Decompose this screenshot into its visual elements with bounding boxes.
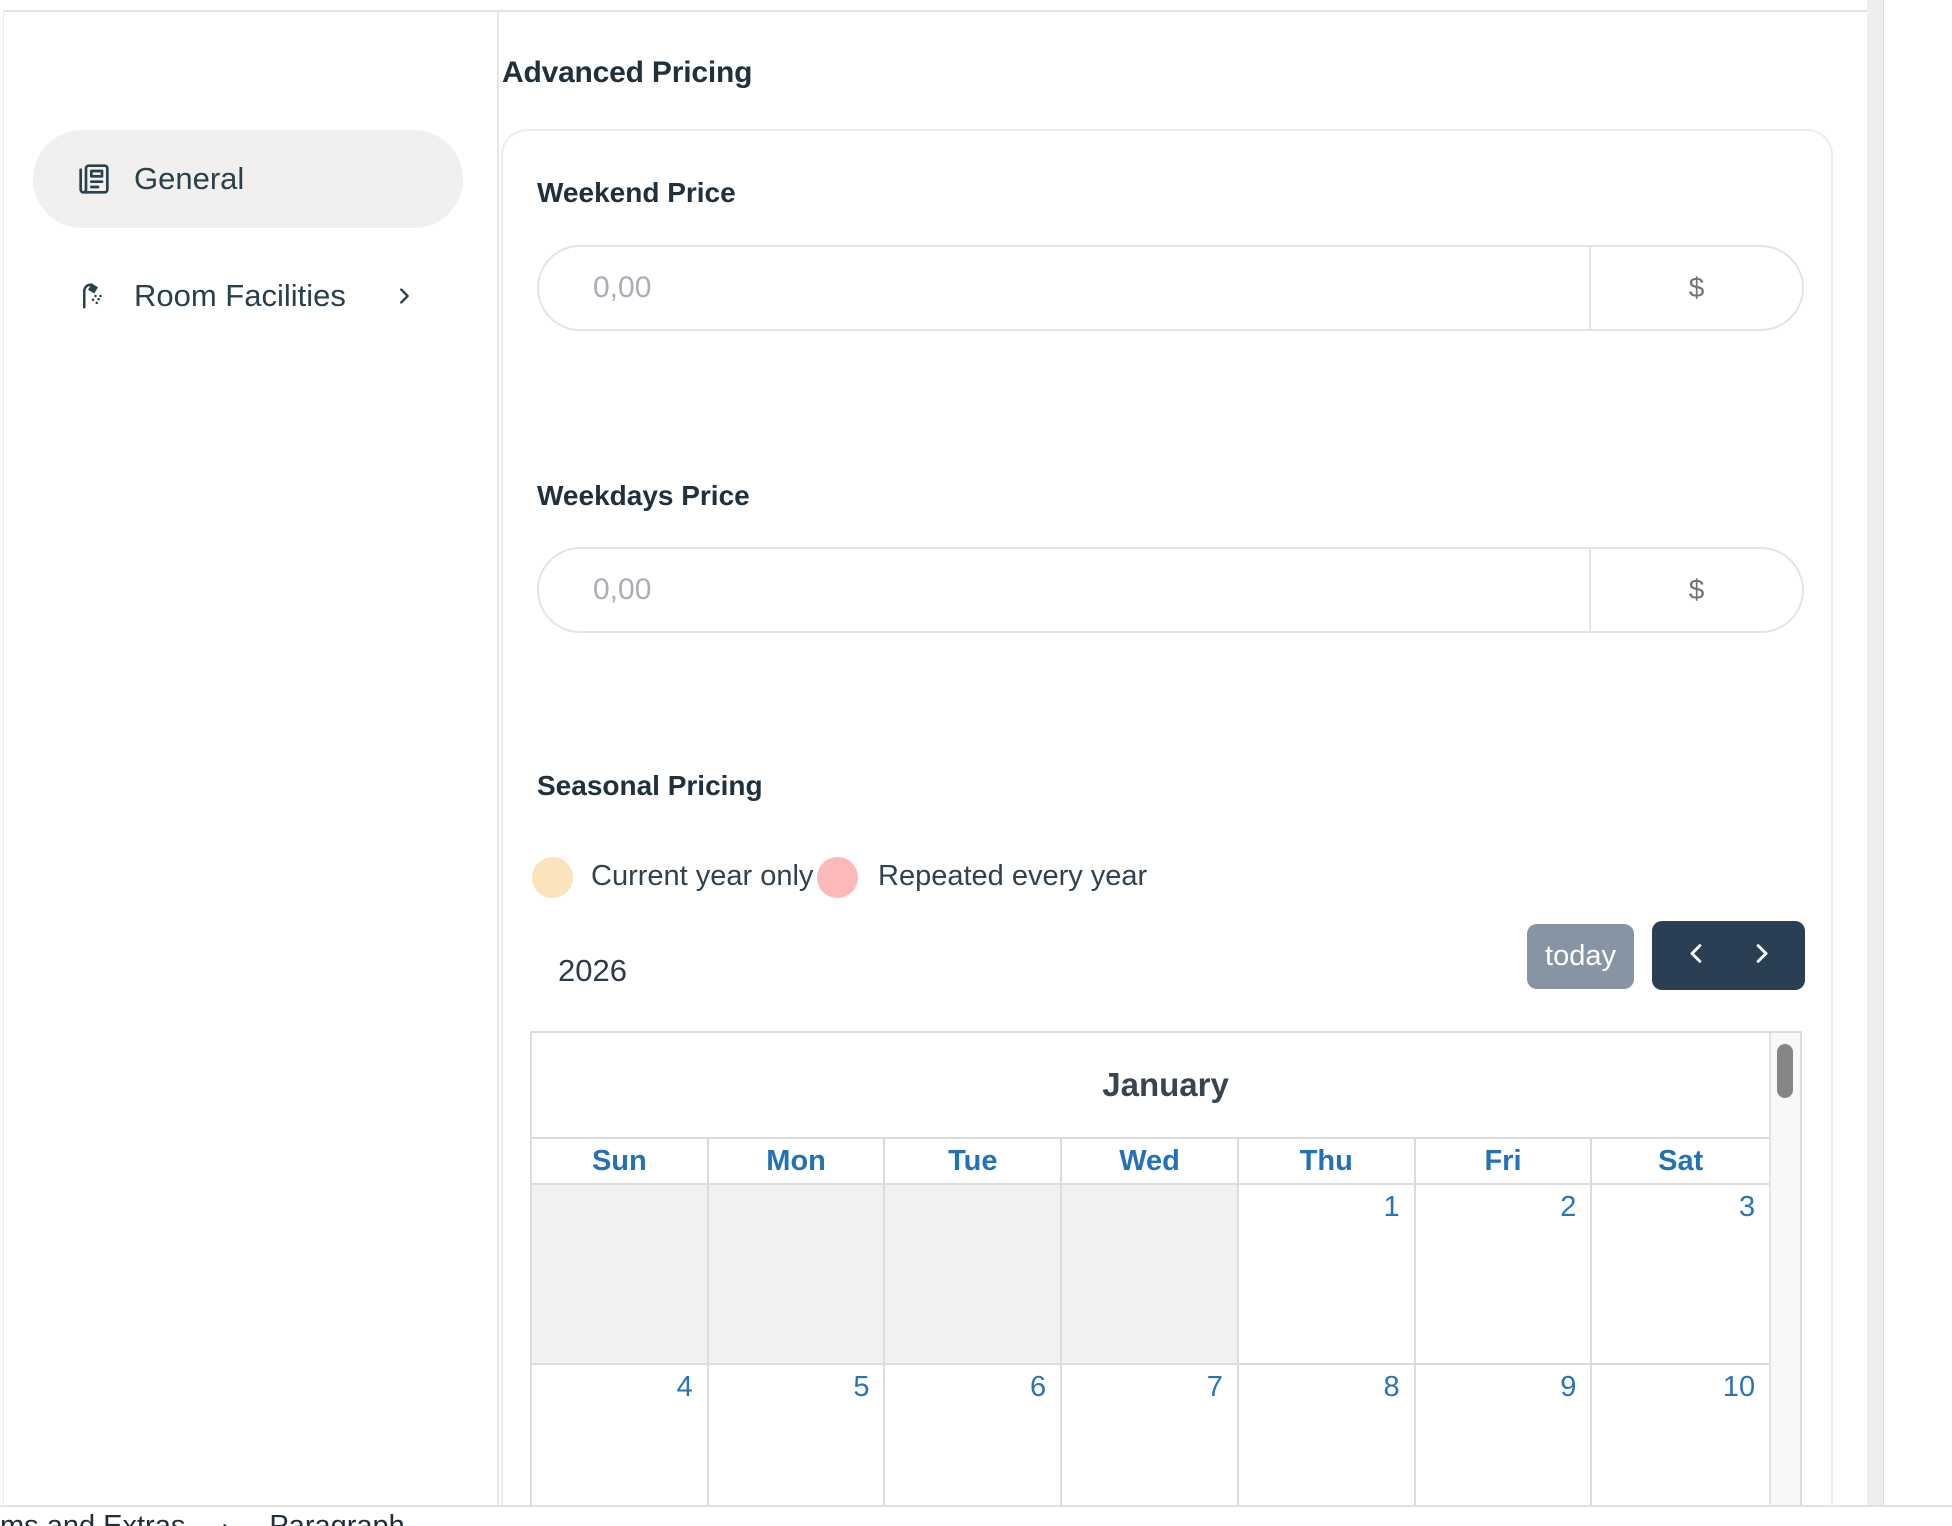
calendar-day-empty[interactable] [532, 1185, 709, 1363]
calendar-day-empty[interactable] [1062, 1185, 1239, 1363]
calendar-week-2: 4 5 6 7 8 9 10 [532, 1365, 1770, 1513]
calendar-scrollbar-track[interactable] [1769, 1033, 1800, 1513]
legend-dot-repeated [817, 857, 858, 898]
newspaper-icon [78, 163, 110, 195]
shower-icon [78, 281, 108, 311]
day-number: 1 [1383, 1191, 1400, 1223]
chevron-right-icon [393, 285, 415, 307]
sidebar-divider [497, 10, 499, 1505]
day-number: 6 [1030, 1371, 1047, 1403]
breadcrumb-strip: ms and Extras Paragraph [0, 1505, 1952, 1526]
calendar-day-8[interactable]: 8 [1238, 1365, 1416, 1513]
weekend-price-input[interactable] [539, 247, 1589, 329]
day-number: 9 [1560, 1371, 1577, 1403]
calendar-day-9[interactable]: 9 [1415, 1365, 1593, 1513]
calendar-day-empty[interactable] [885, 1185, 1063, 1363]
year-label: 2026 [558, 953, 627, 988]
calendar-day-6[interactable]: 6 [885, 1365, 1063, 1513]
calendar-day-empty[interactable] [708, 1185, 886, 1363]
chevron-right-icon [217, 1516, 237, 1526]
calendar-day-header-row: Sun Mon Tue Wed Thu Fri Sat [532, 1139, 1770, 1185]
weekend-price-label: Weekend Price [537, 177, 736, 208]
day-header-sat: Sat [1658, 1144, 1704, 1177]
calendar-scrollbar-thumb[interactable] [1777, 1044, 1794, 1098]
calendar-day-3[interactable]: 3 [1592, 1185, 1770, 1363]
day-number: 5 [853, 1371, 870, 1403]
day-number: 8 [1383, 1371, 1400, 1403]
day-header-fri: Fri [1416, 1139, 1593, 1183]
calendar-day-2[interactable]: 2 [1415, 1185, 1593, 1363]
legend-dot-current-year [532, 857, 573, 898]
calendar-day-10[interactable]: 10 [1592, 1365, 1770, 1513]
currency-suffix: $ [1589, 549, 1802, 631]
calendar-week-1: 1 2 3 [532, 1185, 1770, 1365]
chevron-right-icon[interactable] [1748, 940, 1775, 972]
year-nav-buttons[interactable] [1652, 921, 1805, 990]
panel-top-border [3, 10, 1867, 12]
pricing-card: Weekend Price $ Weekdays Price $ Seasona… [501, 129, 1833, 1513]
seasonal-calendar: January Sun Mon Tue Wed Thu Fri Sat 1 2 3 4 5 6 7 8 9… [530, 1031, 1802, 1513]
breadcrumb-item-current: Paragraph [269, 1510, 405, 1526]
day-number: 10 [1722, 1371, 1756, 1403]
breadcrumb-item-partial[interactable]: ms and Extras [0, 1510, 186, 1526]
day-header-wed: Wed [1062, 1139, 1239, 1183]
weekdays-price-label: Weekdays Price [537, 480, 750, 511]
calendar-month-title: January [532, 1033, 1770, 1139]
sidebar-item-general[interactable]: General [33, 130, 463, 228]
legend-label-repeated: Repeated every year [878, 860, 1148, 892]
breadcrumb: ms and Extras Paragraph [0, 1507, 1952, 1526]
legend-label-current-year: Current year only [591, 860, 814, 892]
calendar-day-4[interactable]: 4 [532, 1365, 709, 1513]
weekdays-price-input[interactable] [539, 549, 1589, 631]
currency-suffix: $ [1589, 247, 1802, 329]
day-number: 2 [1560, 1191, 1577, 1223]
day-number: 7 [1206, 1371, 1223, 1403]
day-number: 3 [1738, 1191, 1756, 1223]
today-button[interactable]: today [1527, 924, 1634, 989]
calendar-day-1[interactable]: 1 [1238, 1185, 1416, 1363]
calendar-day-7[interactable]: 7 [1062, 1365, 1239, 1513]
page-title: Advanced Pricing [502, 56, 753, 89]
sidebar-item-label: Room Facilities [134, 278, 346, 313]
seasonal-pricing-label: Seasonal Pricing [537, 770, 763, 801]
sidebar-item-room-facilities[interactable]: Room Facilities [33, 266, 463, 326]
panel-left-border [3, 10, 4, 1526]
page-scrollbar-track[interactable] [1867, 0, 1884, 1526]
chevron-left-icon[interactable] [1683, 940, 1710, 972]
weekdays-price-group: $ [537, 547, 1804, 633]
calendar-day-5[interactable]: 5 [708, 1365, 886, 1513]
sidebar-item-label: General [134, 161, 245, 196]
day-header-tue: Tue [885, 1139, 1063, 1183]
calendar-table: January Sun Mon Tue Wed Thu Fri Sat 1 2 3 4 5 6 7 8 9… [532, 1033, 1770, 1513]
day-header-sun: Sun [532, 1139, 709, 1183]
day-header-thu: Thu [1239, 1139, 1416, 1183]
weekend-price-group: $ [537, 245, 1804, 331]
day-header-mon: Mon [709, 1139, 886, 1183]
day-number: 4 [676, 1371, 693, 1403]
